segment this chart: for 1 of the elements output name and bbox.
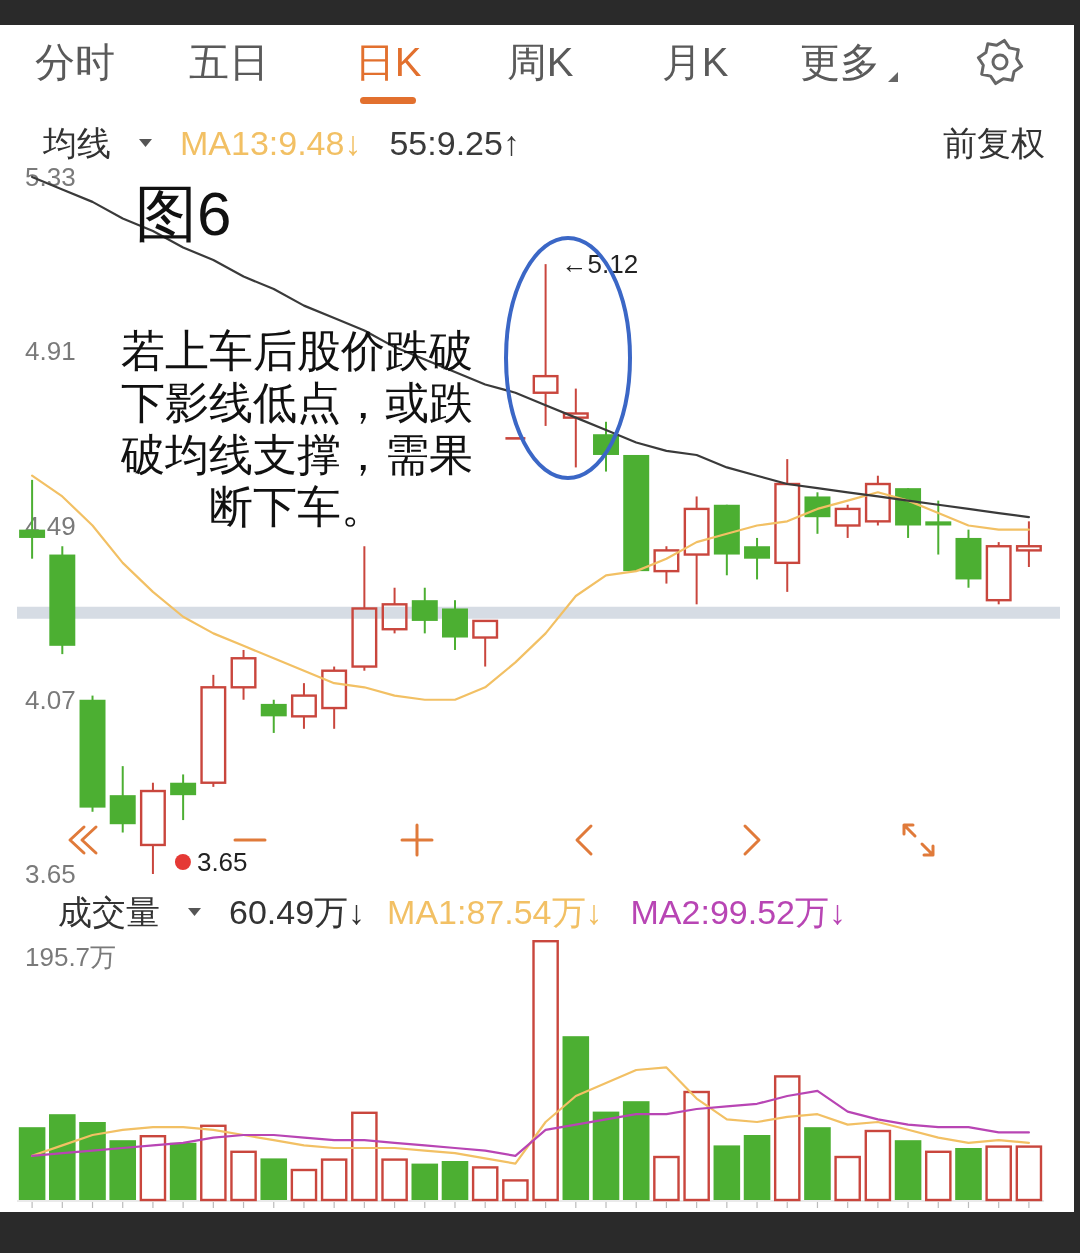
title: 图6 — [135, 178, 232, 248]
